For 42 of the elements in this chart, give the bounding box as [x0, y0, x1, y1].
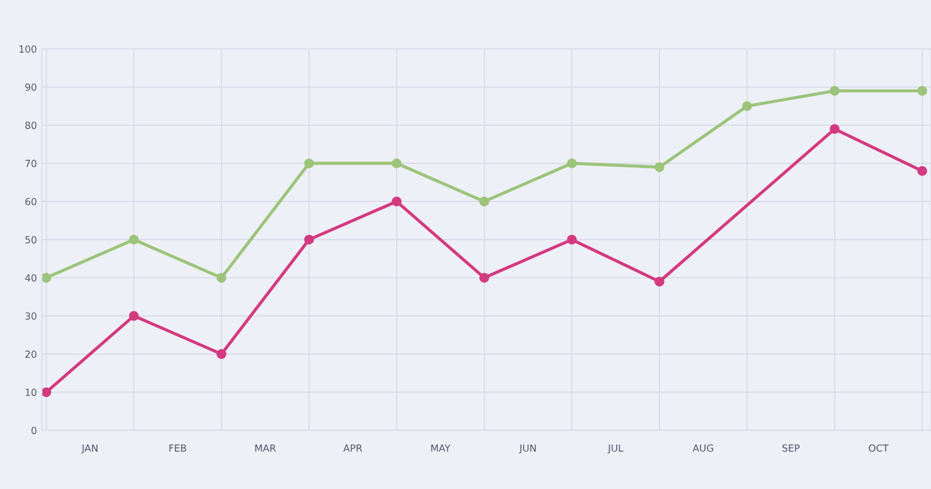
point: [129, 311, 139, 321]
text: JUL: [607, 444, 624, 454]
text: MAY: [431, 444, 451, 452]
y-tick-label: 80: [25, 122, 36, 130]
y-tick-label: 100: [20, 45, 36, 53]
y-tick-label: 30: [25, 312, 36, 320]
point: [304, 158, 314, 168]
point: [654, 162, 664, 172]
text: AUG: [692, 444, 714, 452]
y-tick-label: 20: [25, 350, 36, 358]
text: SEP: [782, 444, 800, 452]
text: APR: [343, 444, 362, 452]
point: [742, 101, 752, 111]
point: [479, 272, 490, 283]
text: JAN: [81, 444, 98, 454]
point: [479, 196, 490, 206]
point: [566, 234, 577, 244]
y-tick-label: 40: [25, 274, 36, 282]
point: [830, 86, 840, 96]
text: FEB: [169, 444, 186, 452]
point: [392, 196, 402, 206]
point: [216, 349, 226, 359]
point: [917, 166, 928, 176]
point: [216, 272, 226, 283]
point: [42, 387, 52, 398]
text: OCT: [868, 444, 889, 452]
point: [129, 234, 139, 244]
y-tick-label: 50: [25, 236, 36, 244]
point: [830, 124, 840, 134]
y-tick-label: 10: [26, 388, 36, 396]
point: [304, 234, 314, 244]
y-tick-label: 90: [25, 84, 36, 91]
text: JUN: [518, 444, 536, 454]
y-tick-label: 60: [25, 198, 36, 206]
point: [42, 272, 52, 283]
y-tick-label: 70: [25, 160, 36, 168]
y-tick-label: 0: [31, 426, 36, 434]
point: [654, 276, 664, 286]
point: [917, 86, 928, 96]
point: [392, 158, 402, 168]
point: [566, 158, 577, 168]
text: MAR: [255, 444, 276, 452]
